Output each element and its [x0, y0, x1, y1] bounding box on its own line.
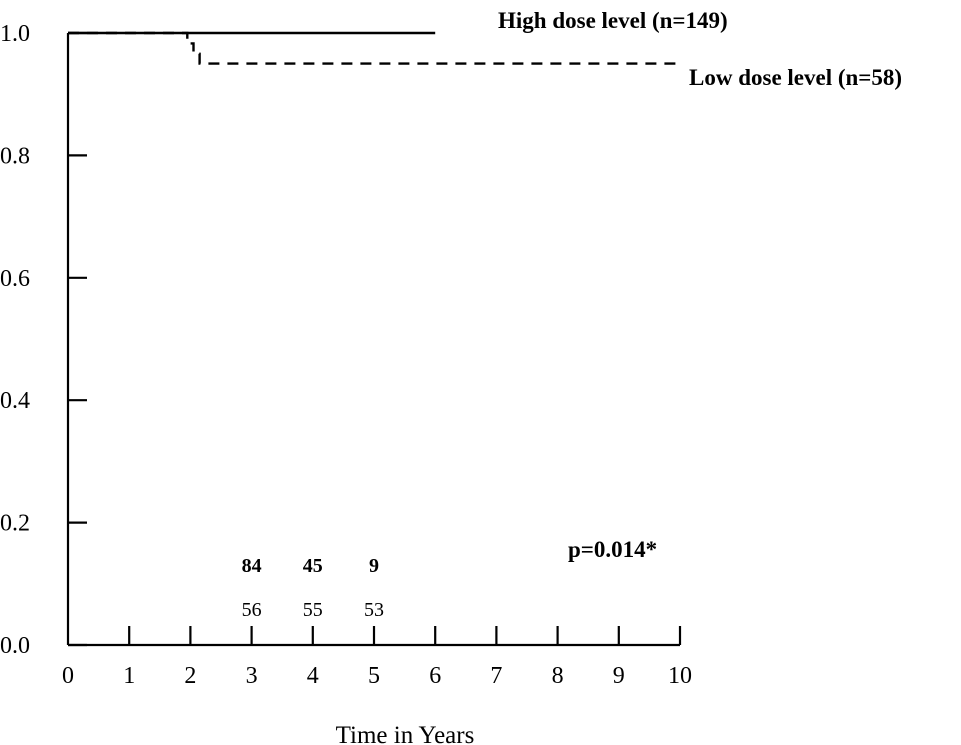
- y-tick-label: 0.4: [0, 388, 30, 414]
- x-tick-label: 2: [184, 663, 196, 689]
- y-tick-label: 0.2: [0, 511, 30, 537]
- x-tick-label: 5: [368, 663, 380, 689]
- at-risk-high-dose: 84: [242, 555, 262, 577]
- at-risk-low-dose: 53: [364, 599, 384, 621]
- series-line-low-dose: [68, 31, 680, 65]
- y-tick-label: 0.6: [0, 266, 30, 292]
- series-label-low-dose: Low dose level (n=58): [689, 65, 902, 90]
- y-axis: 0.0 0.2 0.4 0.6 0.8 1.0: [0, 21, 87, 659]
- x-tick-label: 1: [123, 663, 135, 689]
- x-tick-label: 10: [668, 663, 692, 689]
- x-axis-title: Time in Years: [336, 722, 475, 745]
- x-axis: 0 1 2 3 4 5 6 7 8 9 10: [62, 626, 692, 689]
- x-tick-label: 6: [429, 663, 441, 689]
- x-tick-label: 0: [62, 663, 74, 689]
- p-value-annotation: p=0.014*: [568, 537, 657, 562]
- x-tick-label: 8: [552, 663, 564, 689]
- series-label-high-dose: High dose level (n=149): [498, 8, 728, 33]
- y-tick-label: 1.0: [0, 21, 30, 47]
- x-tick-label: 9: [613, 663, 625, 689]
- series-layer: [68, 31, 680, 65]
- at-risk-low-dose: 55: [303, 599, 323, 621]
- y-tick-label: 0.8: [0, 143, 30, 169]
- at-risk-table: 84 56 45 55 9 53: [242, 555, 384, 621]
- at-risk-low-dose: 56: [242, 599, 262, 621]
- y-tick-label: 0.0: [0, 633, 30, 659]
- at-risk-high-dose: 9: [369, 555, 379, 577]
- x-tick-label: 7: [490, 663, 502, 689]
- x-tick-label: 3: [246, 663, 258, 689]
- at-risk-high-dose: 45: [303, 555, 323, 577]
- x-tick-label: 4: [307, 663, 319, 689]
